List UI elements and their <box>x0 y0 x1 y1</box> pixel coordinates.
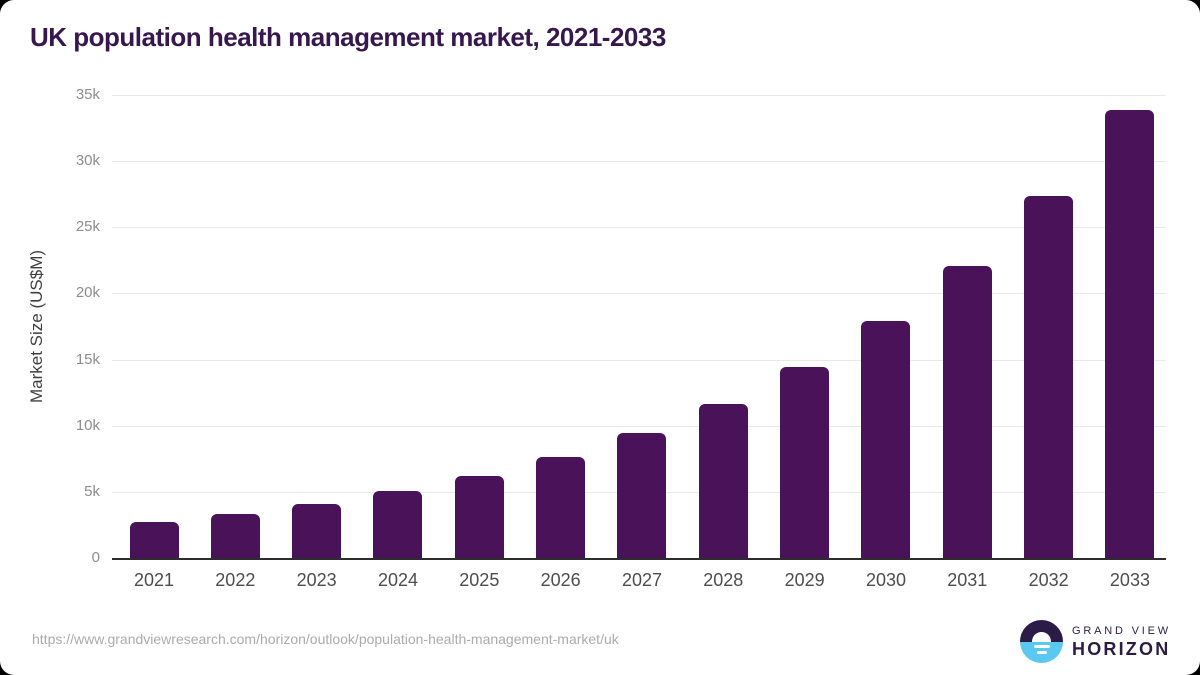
gridline-20k <box>112 293 1166 295</box>
gridline-15k <box>112 359 1166 361</box>
bar-2026 <box>536 456 586 558</box>
logo-product-name: HORIZON <box>1072 639 1171 659</box>
x-tick-label-2033: 2033 <box>1109 570 1150 590</box>
bar-2021 <box>129 522 179 558</box>
bar-2025 <box>454 475 504 558</box>
source-url: https://www.grandviewresearch.com/horizo… <box>32 631 619 647</box>
x-tick-label-2027: 2027 <box>621 570 662 590</box>
logo-reflection-line <box>1036 650 1047 654</box>
x-tick-label-2025: 2025 <box>459 570 500 590</box>
y-tick-label-35k: 35k <box>75 86 100 103</box>
bar-2024 <box>373 490 423 558</box>
logo-sky-half <box>1020 620 1063 642</box>
logo-reflection-line <box>1033 645 1050 648</box>
x-tick-label-2029: 2029 <box>784 570 825 590</box>
y-tick-label-25k: 25k <box>75 218 100 236</box>
x-tick-label-2023: 2023 <box>296 570 337 590</box>
gridline-35k <box>112 95 1166 96</box>
x-tick-label-2031: 2031 <box>947 570 988 590</box>
y-tick-label-30k: 30k <box>75 152 100 170</box>
y-tick-label-10k: 10k <box>75 416 100 434</box>
x-tick-label-2028: 2028 <box>703 570 744 590</box>
x-tick-label-2021: 2021 <box>133 570 175 590</box>
bar-2027 <box>617 433 667 558</box>
gridline-25k <box>112 227 1166 229</box>
x-tick-label-2032: 2032 <box>1028 570 1069 590</box>
grand-view-horizon-logo: GRAND VIEW HORIZON <box>1020 620 1180 664</box>
bar-2031 <box>942 265 992 558</box>
chart-title: UK population health management market, … <box>30 22 666 52</box>
gridline-30k <box>112 161 1166 163</box>
gridline-10k <box>112 425 1166 427</box>
bar-2032 <box>1024 195 1074 558</box>
bar-2028 <box>698 403 748 558</box>
bar-2033 <box>1105 109 1155 558</box>
x-tick-label-2022: 2022 <box>215 570 256 590</box>
logo-brand-name: GRAND VIEW <box>1072 625 1171 637</box>
logo-sun-shape <box>1032 632 1051 642</box>
bar-2030 <box>861 321 911 558</box>
sunrise-logo-icon <box>1020 620 1063 663</box>
bar-2023 <box>292 503 342 558</box>
bar-2022 <box>210 514 260 558</box>
logo-text: GRAND VIEW HORIZON <box>1072 625 1171 660</box>
bar-2029 <box>780 366 830 558</box>
y-tick-label-5k: 5k <box>84 482 100 500</box>
x-tick-label-2026: 2026 <box>540 570 581 590</box>
y-tick-label-0: 0 <box>91 549 100 566</box>
x-tick-label-2030: 2030 <box>865 570 906 590</box>
x-tick-label-2024: 2024 <box>377 570 418 590</box>
plot-area: 0 5k 10k 15k 20k 25k 30k 35k 2021 2022 2023 2024 202… <box>76 86 1166 590</box>
y-tick-label-20k: 20k <box>75 284 100 302</box>
y-tick-label-15k: 15k <box>75 350 100 368</box>
